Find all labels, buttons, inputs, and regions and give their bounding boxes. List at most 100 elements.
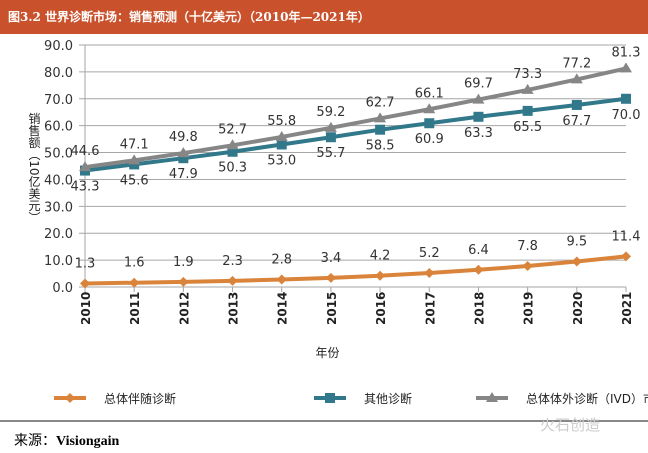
data-point-square (621, 93, 631, 104)
series-line-0 (84, 254, 627, 286)
data-point-diamond (621, 251, 631, 262)
data-point-diamond (522, 261, 533, 272)
frame-divider (0, 420, 648, 422)
data-label: 58.5 (366, 139, 395, 154)
data-label: 3.4 (321, 251, 342, 266)
line-chart: 0.0 10.0 20.0 30.0 40.0 50.0 60.0 70.0 80.0 90.0 2… (27, 39, 648, 406)
data-label: 81.3 (612, 45, 641, 60)
y-tick-label: 60.0 (44, 120, 73, 135)
legend-label: 总体体外诊断（IVD）市场 (526, 391, 648, 406)
data-point-diamond (178, 276, 189, 287)
legend-label: 其他诊断 (364, 391, 412, 406)
data-point-triangle (521, 83, 534, 94)
data-point-triangle (128, 154, 141, 165)
data-label: 77.2 (562, 56, 591, 71)
data-label: 70.0 (612, 108, 641, 123)
data-point-triangle (226, 139, 239, 150)
source-note: 来源：Visiongain (14, 430, 119, 450)
y-tick-label: 50.0 (44, 147, 73, 162)
data-point-triangle (423, 103, 436, 114)
chart-title-bar: 图3.2 世界诊断市场：销售预测（十亿美元）（2010年—2021年） (0, 0, 648, 34)
legend-label: 总体伴随诊断 (104, 391, 176, 406)
data-point-square (227, 146, 238, 157)
data-label: 66.1 (415, 86, 444, 101)
data-label: 67.7 (562, 114, 591, 129)
data-point-square (375, 124, 386, 135)
data-point-square (424, 118, 435, 129)
y-axis-label: 销售额（10亿美元） (27, 112, 41, 224)
data-label: 1.6 (124, 256, 145, 271)
data-point-triangle (275, 130, 288, 141)
data-point-diamond (571, 256, 582, 267)
data-label: 45.6 (120, 173, 149, 188)
x-tick-label: 2019 (522, 292, 536, 325)
source-label: 来源： (14, 433, 56, 449)
data-label: 55.8 (267, 114, 296, 129)
data-label: 47.1 (120, 137, 149, 152)
data-label: 9.5 (566, 234, 587, 249)
data-point-square (522, 105, 533, 116)
data-label: 50.3 (218, 161, 247, 176)
x-tick-label: 2020 (571, 292, 585, 325)
data-point-diamond (375, 270, 386, 281)
data-label: 52.7 (218, 122, 247, 137)
x-tick-label: 2011 (128, 292, 142, 325)
data-point-diamond (473, 264, 484, 275)
data-label: 4.2 (370, 249, 391, 264)
data-label: 62.7 (366, 95, 395, 110)
x-tick-label: 2012 (177, 292, 191, 325)
data-point-diamond (276, 274, 287, 285)
data-point-square (325, 132, 336, 143)
x-axis-label: 年份 (316, 346, 340, 360)
data-point-diamond (227, 275, 238, 286)
data-label: 69.7 (464, 77, 493, 92)
x-tick-label: 2010 (79, 292, 93, 325)
data-label: 55.7 (316, 146, 345, 161)
data-point-diamond (424, 268, 435, 279)
data-label: 44.6 (71, 144, 100, 159)
data-label: 60.9 (415, 132, 444, 147)
data-point-square (276, 139, 287, 150)
x-tick-label: 2017 (423, 292, 437, 325)
y-tick-label: 10.0 (44, 254, 73, 269)
x-tick-label: 2016 (374, 292, 388, 325)
data-label: 5.2 (419, 246, 440, 261)
data-label: 6.4 (468, 243, 489, 258)
data-point-triangle (472, 93, 485, 104)
data-point-triangle (177, 147, 190, 158)
data-label: 2.8 (271, 252, 292, 267)
data-label: 11.4 (612, 229, 641, 244)
data-label: 63.3 (464, 126, 493, 141)
x-tick-label: 2014 (276, 292, 290, 325)
x-tick-label: 2021 (620, 292, 634, 325)
legend-marker-diamond (65, 393, 75, 403)
data-point-triangle (570, 73, 583, 84)
data-point-triangle (79, 161, 91, 172)
data-point-diamond (80, 278, 90, 289)
y-tick-label: 0.0 (52, 281, 73, 296)
x-tick-label: 2015 (325, 292, 339, 325)
data-point-square (129, 159, 140, 170)
source-value: Visiongain (56, 434, 120, 449)
data-label: 65.5 (513, 120, 542, 135)
data-label: 49.8 (169, 130, 198, 145)
data-label: 43.3 (71, 180, 100, 195)
watermark: 火石创造 (540, 416, 601, 434)
data-label: 1.3 (75, 257, 96, 272)
data-label: 53.0 (267, 153, 296, 168)
series-line-2 (84, 66, 627, 170)
y-tick-label: 90.0 (44, 39, 73, 54)
legend-marker-square (325, 393, 335, 403)
legend-marker-triangle (486, 392, 498, 402)
y-tick-label: 80.0 (44, 66, 73, 81)
data-point-triangle (620, 62, 632, 73)
y-tick-label: 70.0 (44, 93, 73, 108)
data-label: 1.9 (173, 255, 194, 270)
data-point-square (571, 99, 582, 110)
data-label: 7.8 (517, 239, 538, 254)
y-tick-label: 40.0 (44, 173, 73, 188)
data-label: 47.9 (169, 167, 198, 182)
data-point-triangle (324, 121, 337, 132)
y-tick-label: 20.0 (44, 227, 73, 242)
data-label: 2.3 (222, 254, 243, 269)
